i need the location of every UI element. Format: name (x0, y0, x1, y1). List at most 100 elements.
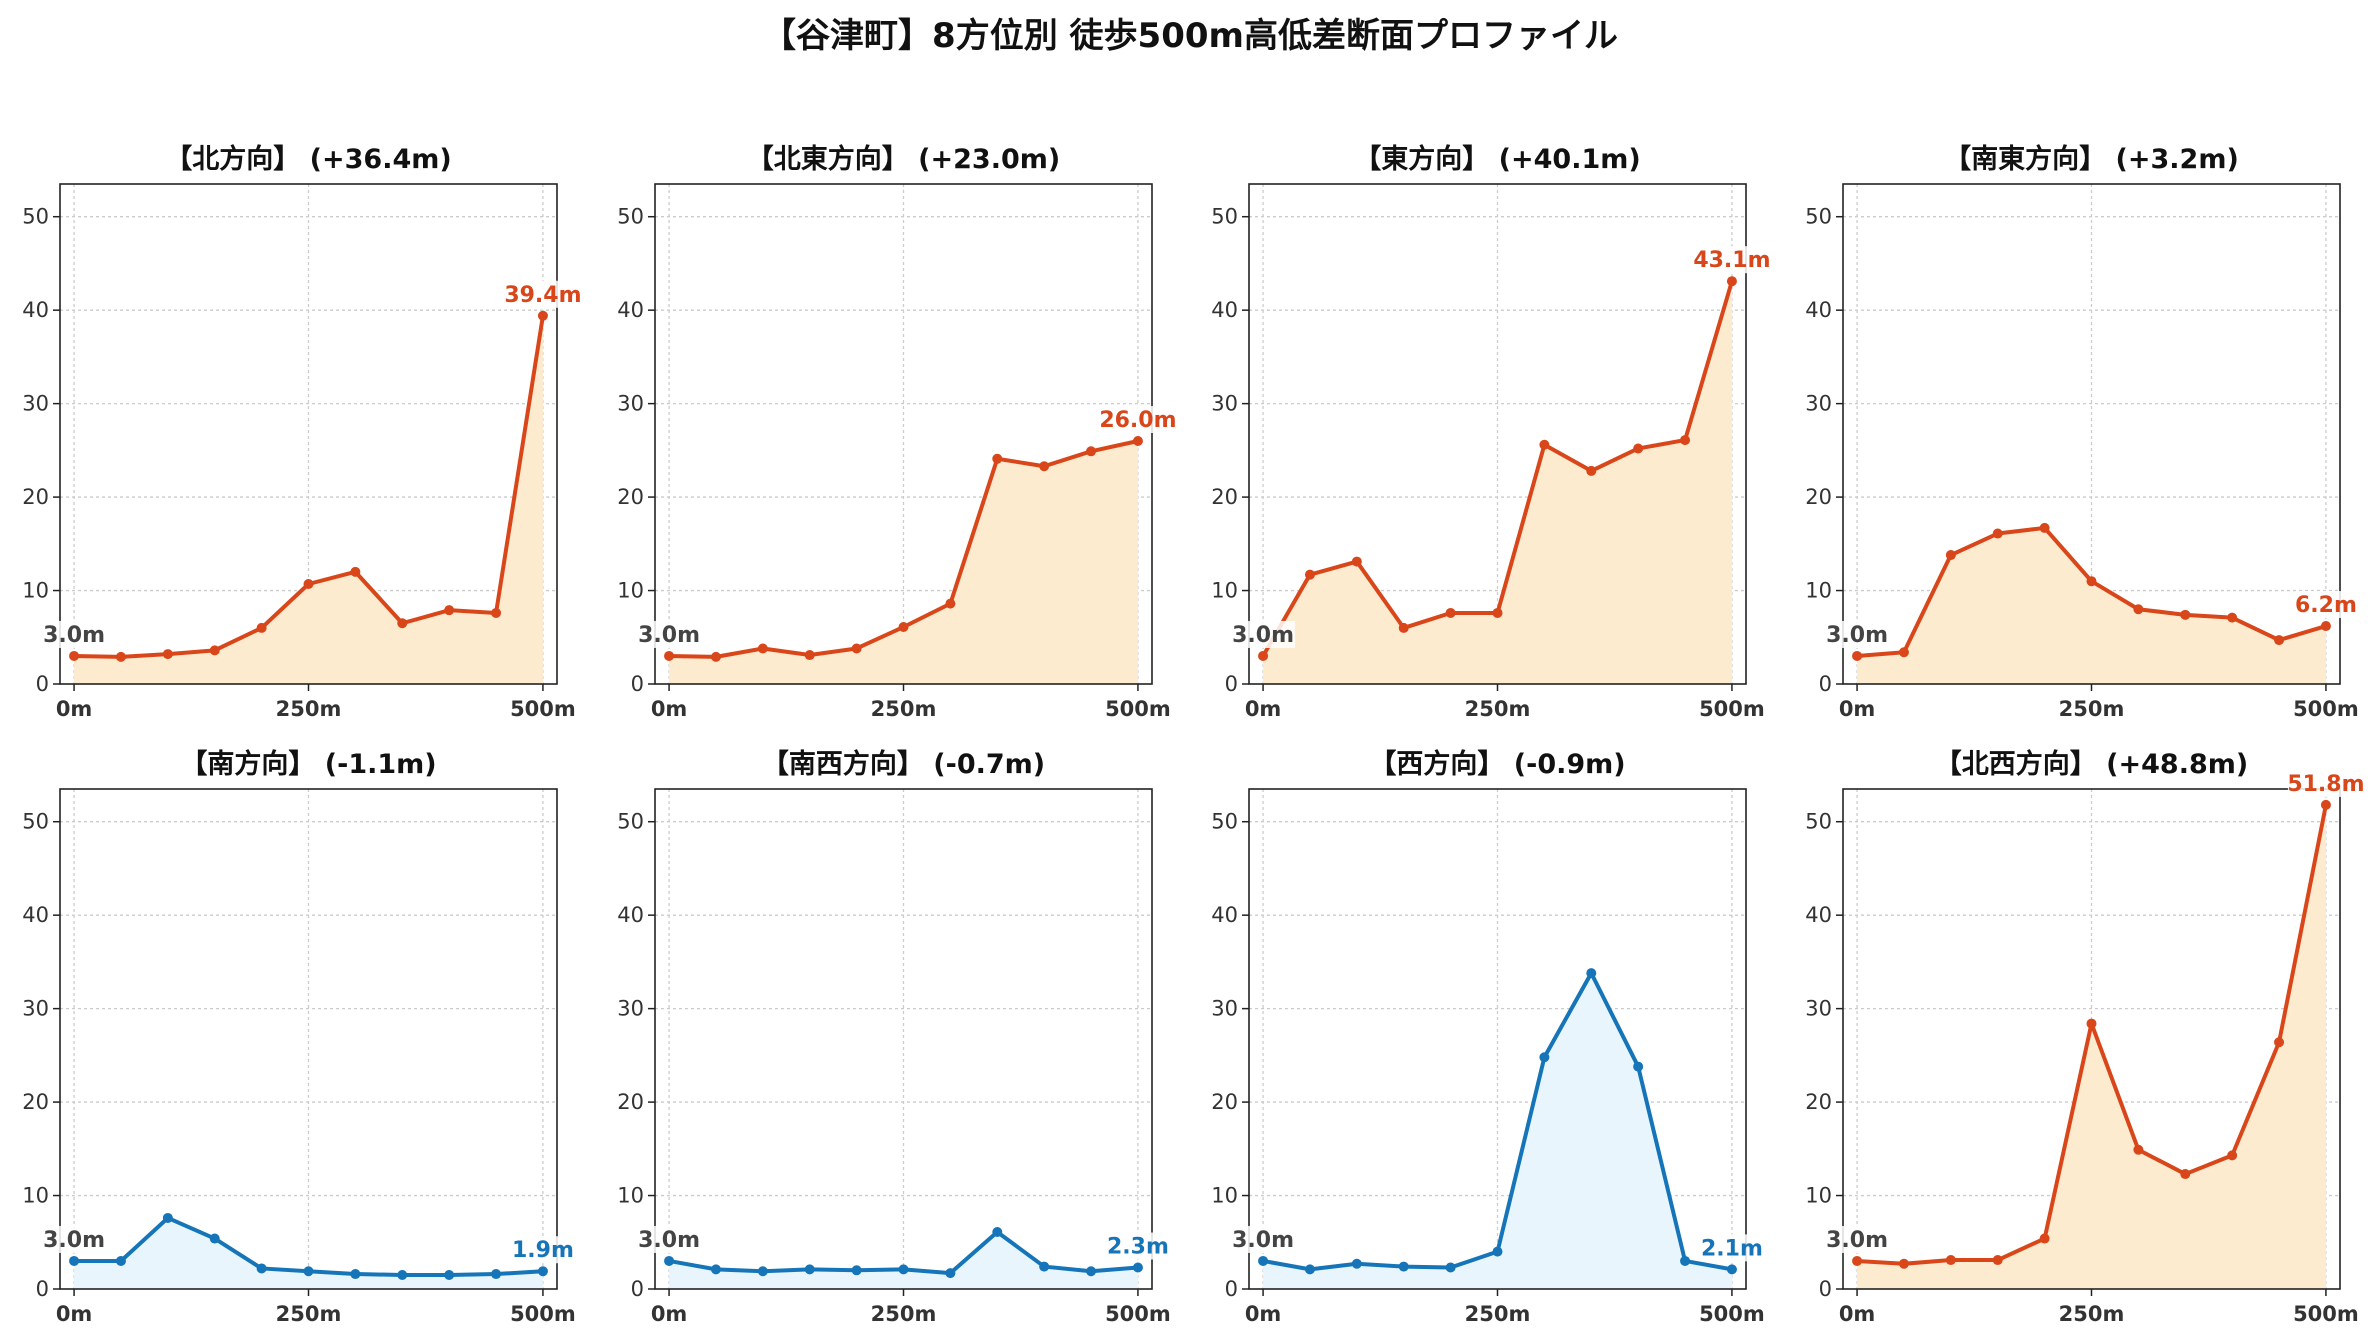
data-point (664, 1255, 675, 1266)
x-tick-label: 0m (1245, 697, 1282, 721)
x-tick-label: 500m (1699, 697, 1765, 721)
panel-title: 【南方向】 (-1.1m) (180, 748, 436, 780)
data-point (992, 1226, 1003, 1237)
data-point (2039, 1233, 2050, 1244)
area-fill (74, 315, 543, 684)
y-tick-label: 10 (22, 1184, 49, 1208)
data-point (2274, 1037, 2285, 1048)
x-tick-label: 250m (871, 697, 937, 721)
y-tick-label: 30 (1805, 392, 1832, 416)
data-point (350, 1269, 361, 1280)
end-label-bg (2287, 769, 2364, 797)
start-label-bg (1825, 620, 1890, 648)
data-point (1992, 528, 2003, 539)
data-point (2320, 621, 2331, 632)
data-point (1539, 1052, 1550, 1063)
data-point (945, 1268, 956, 1279)
y-tick-label: 20 (617, 1090, 644, 1114)
data-point (2133, 604, 2144, 615)
data-point (2180, 609, 2191, 620)
data-point (491, 1269, 502, 1280)
x-tick-label: 250m (2059, 1302, 2125, 1326)
data-point (1445, 1262, 1456, 1273)
data-point (851, 643, 862, 654)
y-tick-label: 10 (1211, 579, 1238, 603)
y-tick-label: 0 (1225, 672, 1238, 696)
y-tick-label: 50 (1211, 205, 1238, 229)
start-label-bg (42, 620, 107, 648)
area-fill (669, 1231, 1138, 1289)
x-tick-label: 500m (1699, 1302, 1765, 1326)
end-label-bg (2294, 591, 2357, 619)
x-tick-label: 250m (1465, 1302, 1531, 1326)
data-point (2180, 1169, 2191, 1180)
start-label-bg (1825, 1225, 1890, 1253)
data-point (757, 1266, 768, 1277)
y-tick-label: 50 (617, 810, 644, 834)
data-point (992, 453, 1003, 464)
data-point (1258, 1255, 1269, 1266)
y-tick-label: 10 (617, 579, 644, 603)
y-tick-label: 20 (1211, 485, 1238, 509)
data-point (2039, 522, 2050, 533)
y-tick-label: 40 (1211, 298, 1238, 322)
data-point (1304, 1264, 1315, 1275)
area-fill (1857, 804, 2326, 1289)
y-tick-label: 50 (617, 205, 644, 229)
y-tick-label: 30 (617, 392, 644, 416)
data-point (1492, 1246, 1503, 1257)
data-point (162, 649, 173, 660)
data-point (2274, 635, 2285, 646)
data-point (209, 1233, 220, 1244)
start-value-label: 3.0m (43, 1228, 105, 1253)
data-point (804, 650, 815, 661)
start-value-label: 3.0m (1232, 1228, 1294, 1253)
data-point (2227, 612, 2238, 623)
y-tick-label: 20 (617, 485, 644, 509)
data-point (1586, 968, 1597, 979)
end-value-label: 2.1m (1701, 1236, 1763, 1261)
x-tick-label: 500m (510, 1302, 576, 1326)
x-tick-label: 500m (2293, 697, 2359, 721)
data-point (1852, 650, 1863, 661)
area-fill (669, 441, 1138, 684)
y-tick-label: 0 (631, 1277, 644, 1301)
x-tick-label: 250m (2059, 697, 2125, 721)
y-tick-label: 40 (22, 298, 49, 322)
data-point (444, 1269, 455, 1280)
data-point (2133, 1144, 2144, 1155)
y-tick-label: 20 (1805, 1090, 1832, 1114)
y-tick-label: 50 (22, 205, 49, 229)
start-label-bg (1231, 620, 1296, 648)
data-point (1945, 550, 1956, 561)
data-point (1039, 1261, 1050, 1272)
data-point (1132, 1262, 1143, 1273)
end-label-bg (1693, 246, 1770, 274)
data-point (1539, 439, 1550, 450)
data-point (1492, 607, 1503, 618)
data-point (256, 622, 267, 633)
data-point (804, 1264, 815, 1275)
start-label-bg (1231, 1225, 1296, 1253)
end-value-label: 43.1m (1693, 248, 1770, 273)
x-tick-label: 500m (1105, 1302, 1171, 1326)
area-fill (74, 1217, 543, 1289)
data-point (1992, 1255, 2003, 1266)
x-tick-label: 0m (651, 1302, 688, 1326)
x-tick-label: 250m (276, 1302, 342, 1326)
data-point (1945, 1255, 1956, 1266)
start-value-label: 3.0m (43, 623, 105, 648)
y-tick-label: 30 (22, 997, 49, 1021)
data-point (2086, 1018, 2097, 1029)
end-value-label: 1.9m (512, 1238, 574, 1263)
end-value-label: 2.3m (1107, 1235, 1169, 1260)
data-point (397, 618, 408, 629)
y-tick-label: 30 (1211, 997, 1238, 1021)
panel-title: 【東方向】 (+40.1m) (1354, 143, 1640, 175)
x-tick-label: 0m (56, 1302, 93, 1326)
y-tick-label: 20 (22, 485, 49, 509)
x-tick-label: 0m (1839, 697, 1876, 721)
data-point (1039, 461, 1050, 472)
